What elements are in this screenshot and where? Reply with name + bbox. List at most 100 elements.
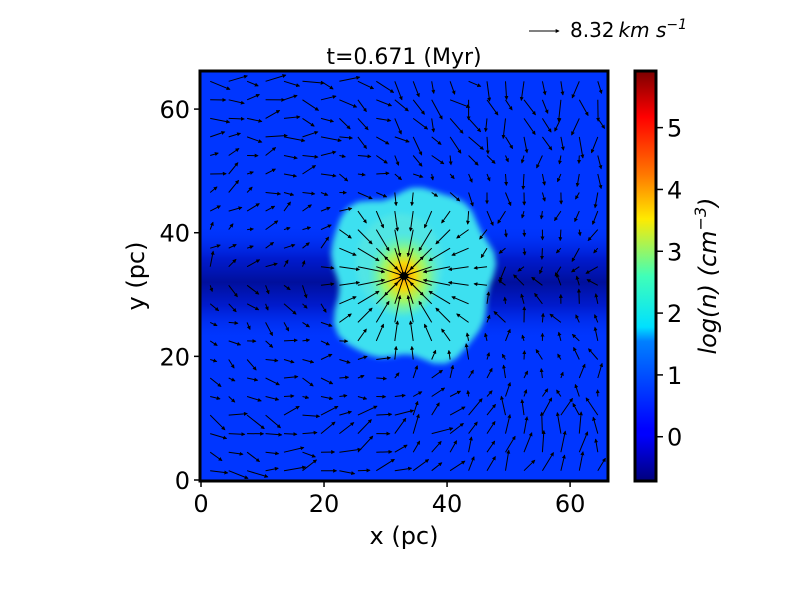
velocity-arrow <box>504 81 509 101</box>
velocity-arrow <box>228 74 248 82</box>
velocity-arrow <box>468 118 482 133</box>
velocity-arrow <box>210 396 221 401</box>
y-axis: 0 20 40 60 <box>159 96 200 495</box>
velocity-arrow <box>246 117 263 123</box>
velocity-arrow <box>339 470 356 476</box>
velocity-arrow <box>558 155 562 165</box>
velocity-arrow <box>302 359 315 364</box>
velocity-arrow <box>536 155 543 169</box>
velocity-arrow <box>531 276 543 286</box>
velocity-arrow <box>302 459 318 472</box>
velocity-arrow <box>571 266 580 273</box>
velocity-arrow <box>246 414 265 430</box>
velocity-arrow <box>535 349 543 360</box>
velocity-arrow <box>375 229 390 252</box>
velocity-arrow <box>265 396 280 401</box>
velocity-arrow <box>449 81 456 95</box>
velocity-arrow <box>451 296 469 305</box>
velocity-arrow <box>558 229 563 242</box>
velocity-arrow <box>265 414 282 429</box>
velocity-arrow <box>468 136 484 150</box>
velocity-arrow <box>228 99 245 105</box>
velocity-arrow <box>265 285 270 295</box>
velocity-arrow <box>435 229 451 245</box>
velocity-arrow <box>283 359 295 364</box>
velocity-arrow <box>456 229 469 239</box>
velocity-arrow <box>505 449 511 471</box>
colorbar-tick-label: 5 <box>667 115 682 143</box>
velocity-arrow <box>339 359 351 364</box>
velocity-arrow <box>410 192 415 207</box>
velocity-arrow <box>449 364 455 379</box>
velocity-arrow <box>441 328 451 342</box>
velocity-arrow <box>320 282 335 287</box>
velocity-arrow <box>265 262 278 268</box>
velocity-arrow <box>246 136 263 143</box>
velocity-arrow <box>517 266 525 272</box>
velocity-arrow <box>210 470 229 475</box>
velocity-arrow <box>575 192 580 200</box>
velocity-arrow <box>302 303 308 309</box>
velocity-arrow <box>559 371 564 379</box>
velocity-arrow <box>339 207 353 212</box>
velocity-arrow <box>394 320 400 341</box>
velocity-arrow <box>521 210 525 219</box>
velocity-arrow <box>210 433 228 440</box>
velocity-arrow <box>320 173 337 178</box>
velocity-arrow <box>302 338 311 343</box>
velocity-arrow <box>447 349 452 360</box>
velocity-arrow <box>302 395 310 400</box>
velocity-arrow <box>265 432 283 437</box>
velocity-arrow <box>283 173 298 178</box>
velocity-arrow <box>449 390 462 397</box>
velocity-arrow <box>283 303 297 315</box>
velocity-arrow <box>265 340 274 348</box>
velocity-arrow <box>539 266 543 275</box>
velocity-arrow <box>209 321 218 327</box>
velocity-arrow <box>418 300 433 323</box>
velocity-arrow <box>486 403 496 416</box>
velocity-arrow <box>449 192 461 202</box>
velocity-arrow <box>575 314 580 323</box>
velocity-arrow <box>228 396 236 403</box>
velocity-arrow <box>447 266 469 272</box>
velocity-arrow <box>394 99 409 112</box>
velocity-arrow <box>228 179 240 193</box>
velocity-arrow <box>394 466 413 472</box>
velocity-arrow <box>339 154 346 159</box>
velocity-arrow <box>376 356 392 361</box>
velocity-arrow <box>412 155 423 167</box>
y-tick-label: 60 <box>159 96 190 124</box>
velocity-arrow <box>339 118 351 130</box>
velocity-arrow <box>283 432 298 437</box>
velocity-arrow <box>549 313 562 323</box>
velocity-arrow <box>209 377 222 388</box>
velocity-arrow <box>585 266 599 274</box>
velocity-arrow <box>246 203 260 212</box>
velocity-arrow <box>384 266 414 296</box>
velocity-arrow <box>468 192 474 207</box>
colorbar-tick-label: 0 <box>667 424 682 452</box>
velocity-arrow <box>412 391 423 397</box>
velocity-arrow <box>430 173 435 181</box>
x-tick-label: 0 <box>193 490 208 518</box>
velocity-arrow <box>246 171 254 175</box>
velocity-arrow <box>557 173 562 183</box>
velocity-arrow <box>575 275 580 286</box>
velocity-arrow <box>473 282 488 287</box>
velocity-arrow <box>597 457 606 471</box>
velocity-arrow <box>555 247 562 254</box>
velocity-arrow <box>578 411 583 434</box>
velocity-arrow <box>557 331 562 342</box>
velocity-arrow <box>394 211 400 232</box>
velocity-arrow <box>320 206 331 212</box>
velocity-arrow <box>320 321 333 327</box>
velocity-arrow <box>320 421 336 434</box>
velocity-arrow <box>283 338 298 343</box>
velocity-arrow <box>394 409 415 416</box>
velocity-arrow <box>576 288 581 304</box>
velocity-arrow <box>246 303 260 311</box>
velocity-arrow <box>468 155 479 166</box>
velocity-arrow <box>505 155 509 163</box>
